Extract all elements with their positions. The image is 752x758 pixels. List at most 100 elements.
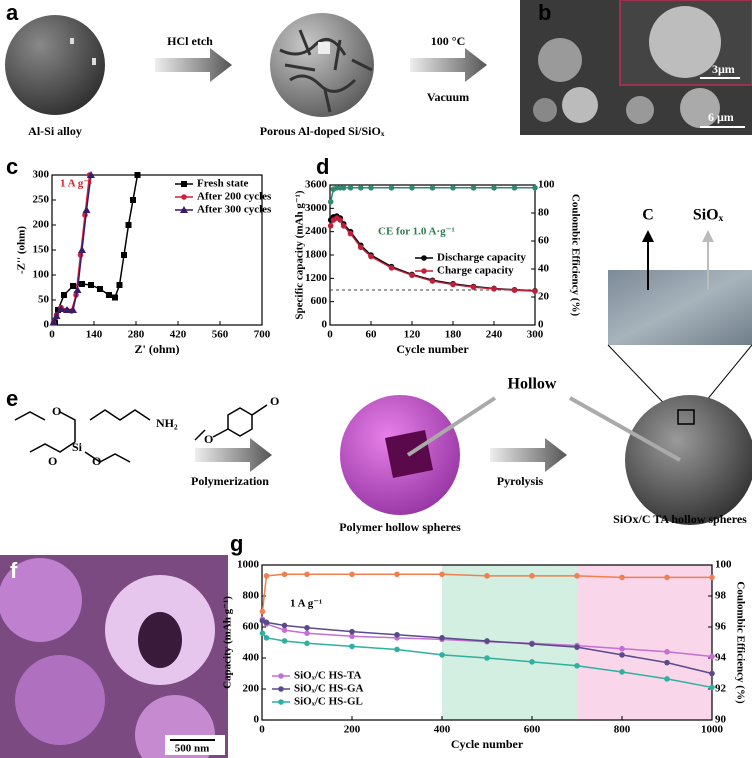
legend-label: After 300 cycles bbox=[197, 204, 272, 216]
marker bbox=[52, 312, 61, 319]
marker bbox=[394, 646, 400, 653]
marker bbox=[439, 652, 445, 658]
x-tick-label: 280 bbox=[128, 329, 145, 341]
carbon-sphere bbox=[625, 395, 752, 525]
marker bbox=[409, 272, 415, 279]
scale-label: 3μm bbox=[712, 62, 735, 76]
marker bbox=[664, 649, 670, 655]
y-tick-label: 400 bbox=[243, 652, 260, 664]
y-tick-label: 250 bbox=[33, 194, 50, 206]
panel-label: a bbox=[6, 0, 19, 25]
band bbox=[577, 565, 712, 720]
marker bbox=[349, 633, 355, 640]
marker bbox=[511, 185, 518, 191]
x-axis-label: Z' (ohm) bbox=[135, 342, 180, 356]
caption: Porous Al-doped Si/SiOₓ bbox=[260, 124, 385, 138]
caption: SiOx/C TA hollow spheres bbox=[613, 512, 747, 526]
marker bbox=[368, 185, 374, 191]
marker bbox=[619, 574, 625, 581]
step-label: HCl etch bbox=[167, 34, 213, 48]
x-axis-label: Cycle number bbox=[396, 342, 469, 356]
panel-label: c bbox=[6, 154, 18, 179]
x-tick-label: 120 bbox=[404, 329, 421, 341]
marker bbox=[574, 644, 580, 650]
y-axis-label: Capacity (mAh g⁻¹) bbox=[222, 596, 234, 689]
marker bbox=[281, 638, 288, 644]
y-tick-label: 800 bbox=[243, 590, 260, 602]
arrow bbox=[410, 48, 487, 82]
marker bbox=[337, 217, 344, 223]
particle bbox=[15, 655, 105, 745]
caption: Al-Si alloy bbox=[28, 124, 82, 138]
marker bbox=[349, 571, 355, 578]
legend-marker bbox=[181, 181, 187, 187]
y-axis-label: Specific capacity (mAh g⁻¹) bbox=[294, 190, 306, 320]
arrow-head bbox=[702, 230, 714, 242]
inclusion bbox=[92, 58, 96, 65]
annotation: CE for 1.0 A·g⁻¹ bbox=[378, 226, 455, 238]
marker bbox=[429, 185, 436, 191]
marker bbox=[87, 171, 95, 178]
marker bbox=[340, 185, 347, 191]
panel-label: g bbox=[230, 531, 243, 556]
legend-label: Charge capacity bbox=[437, 265, 514, 277]
atom: O bbox=[52, 404, 61, 418]
marker bbox=[349, 643, 355, 650]
marker bbox=[82, 206, 91, 213]
y2-tick-label: 20 bbox=[538, 291, 550, 303]
scale-label: 6 μm bbox=[708, 110, 734, 124]
y2-tick-label: 96 bbox=[715, 621, 727, 633]
marker bbox=[97, 286, 103, 292]
x-tick-label: 140 bbox=[86, 329, 103, 341]
atom: O bbox=[48, 454, 57, 468]
y-tick-label: 200 bbox=[243, 683, 260, 695]
marker bbox=[484, 638, 490, 644]
marker bbox=[281, 622, 288, 629]
marker bbox=[340, 223, 347, 229]
marker bbox=[357, 244, 364, 251]
x-tick-label: 300 bbox=[527, 329, 544, 341]
x-tick-label: 800 bbox=[614, 724, 631, 736]
step-label: Vacuum bbox=[427, 90, 469, 104]
marker bbox=[484, 655, 490, 661]
marker bbox=[574, 662, 580, 669]
atom: O bbox=[92, 454, 101, 468]
marker bbox=[450, 185, 456, 191]
y-tick-label: 300 bbox=[33, 169, 50, 181]
label: C bbox=[642, 207, 654, 224]
x-tick-label: 0 bbox=[327, 329, 333, 341]
marker bbox=[106, 292, 112, 298]
marker bbox=[529, 659, 535, 665]
marker bbox=[304, 630, 310, 636]
atom: Si bbox=[72, 440, 83, 454]
y-tick-label: 100 bbox=[33, 269, 50, 281]
marker bbox=[125, 222, 132, 228]
marker bbox=[388, 265, 395, 271]
marker bbox=[394, 571, 400, 578]
particle bbox=[626, 96, 654, 124]
marker bbox=[709, 670, 715, 677]
marker bbox=[450, 281, 456, 288]
particle bbox=[538, 38, 582, 82]
legend-marker bbox=[421, 268, 427, 274]
label: SiOₓ bbox=[693, 207, 724, 224]
marker bbox=[619, 669, 625, 675]
marker bbox=[327, 223, 334, 229]
particle bbox=[533, 98, 557, 122]
marker bbox=[327, 199, 334, 205]
series-line bbox=[52, 174, 92, 323]
marker bbox=[121, 252, 127, 258]
arrow bbox=[155, 48, 232, 82]
marker bbox=[491, 185, 497, 191]
arrow-head bbox=[642, 230, 654, 242]
marker bbox=[429, 278, 436, 284]
bond bbox=[194, 404, 268, 441]
legend-label: SiOₓ/C HS-GA bbox=[294, 683, 364, 695]
legend-marker bbox=[278, 686, 284, 692]
panel-label: b bbox=[538, 0, 551, 25]
marker bbox=[529, 641, 535, 647]
marker bbox=[619, 652, 625, 658]
marker bbox=[263, 573, 270, 579]
marker bbox=[259, 630, 266, 636]
legend-label: SiOₓ/C HS-TA bbox=[294, 670, 361, 682]
